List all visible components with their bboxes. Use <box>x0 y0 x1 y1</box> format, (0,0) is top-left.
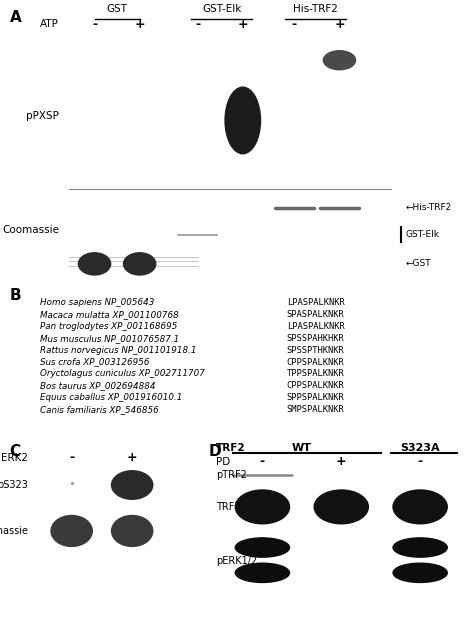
Text: Rattus norvegicus NP_001101918.1: Rattus norvegicus NP_001101918.1 <box>40 346 197 354</box>
Text: -: - <box>418 455 423 468</box>
Ellipse shape <box>235 490 290 524</box>
Ellipse shape <box>111 515 153 547</box>
Ellipse shape <box>323 51 356 70</box>
Text: -: - <box>292 18 297 30</box>
Ellipse shape <box>51 515 92 547</box>
Text: LPASPALKNKR: LPASPALKNKR <box>287 322 345 331</box>
Text: PD: PD <box>216 456 230 467</box>
Text: ←GST: ←GST <box>405 259 431 268</box>
Text: SPPSPALKNKR: SPPSPALKNKR <box>287 393 345 403</box>
Text: Sus crofa XP_003126956: Sus crofa XP_003126956 <box>40 358 150 366</box>
Text: +: + <box>334 18 345 30</box>
Text: -: - <box>260 455 265 468</box>
Text: -: - <box>69 451 74 464</box>
Text: TPPSPALKNKR: TPPSPALKNKR <box>287 370 345 378</box>
Text: Macaca mulatta XP_001100768: Macaca mulatta XP_001100768 <box>40 310 179 319</box>
Text: +: + <box>237 18 248 30</box>
Text: +: + <box>127 451 137 464</box>
Text: Pan troglodytes XP_001168695: Pan troglodytes XP_001168695 <box>40 322 178 331</box>
Text: SMPSPALKNKR: SMPSPALKNKR <box>287 405 345 414</box>
Text: Homo sapiens NP_005643: Homo sapiens NP_005643 <box>40 298 155 307</box>
Text: ERK2: ERK2 <box>1 453 28 463</box>
Text: Oryctolagus cuniculus XP_002711707: Oryctolagus cuniculus XP_002711707 <box>40 370 205 378</box>
Text: SPSSPTHKNKR: SPSSPTHKNKR <box>287 346 345 354</box>
Text: -: - <box>92 18 97 30</box>
Text: -: - <box>195 18 200 30</box>
Text: GST-Elk: GST-Elk <box>405 230 439 239</box>
Text: Coomassie: Coomassie <box>2 225 59 235</box>
Text: ATP: ATP <box>40 19 59 29</box>
Text: LPASPALKNKR: LPASPALKNKR <box>287 298 345 307</box>
Ellipse shape <box>393 538 447 557</box>
Text: D: D <box>209 444 221 459</box>
Text: WT: WT <box>292 443 312 453</box>
Text: S323A: S323A <box>401 443 440 453</box>
Text: CPPSPALKNKR: CPPSPALKNKR <box>287 358 345 366</box>
Ellipse shape <box>235 563 290 583</box>
Text: pERK1/2: pERK1/2 <box>216 556 257 566</box>
Text: SPASPALKNKR: SPASPALKNKR <box>287 310 345 319</box>
Ellipse shape <box>124 253 156 275</box>
Text: Mus musculus NP_001076587.1: Mus musculus NP_001076587.1 <box>40 333 180 343</box>
Text: Coomassie: Coomassie <box>0 526 28 536</box>
Text: GST: GST <box>107 4 128 14</box>
Ellipse shape <box>78 253 110 275</box>
Text: pTRF2: pTRF2 <box>216 470 246 479</box>
Ellipse shape <box>235 538 290 557</box>
Text: GST-Elk: GST-Elk <box>202 4 242 14</box>
Ellipse shape <box>393 563 447 583</box>
Text: SPSSPAHKHKR: SPSSPAHKHKR <box>287 333 345 343</box>
Ellipse shape <box>393 490 447 524</box>
Text: B: B <box>9 288 21 304</box>
Ellipse shape <box>111 470 153 500</box>
Text: His-TRF2: His-TRF2 <box>293 4 338 14</box>
Text: A: A <box>9 10 21 25</box>
Text: Equus caballus XP_001916010.1: Equus caballus XP_001916010.1 <box>40 393 182 403</box>
Ellipse shape <box>225 87 261 154</box>
Text: Canis familiaris XP_546856: Canis familiaris XP_546856 <box>40 405 159 414</box>
Text: Bos taurus XP_002694884: Bos taurus XP_002694884 <box>40 382 156 391</box>
Text: TRF2: TRF2 <box>216 502 240 512</box>
Text: TRF2: TRF2 <box>216 443 246 453</box>
Text: CPPSPALKNKR: CPPSPALKNKR <box>287 382 345 391</box>
Text: +: + <box>336 455 346 468</box>
Ellipse shape <box>314 490 368 524</box>
Text: +: + <box>134 18 145 30</box>
Text: C: C <box>9 444 20 459</box>
Text: ←His-TRF2: ←His-TRF2 <box>405 204 452 212</box>
Text: pS323: pS323 <box>0 480 28 490</box>
Text: pPXSP: pPXSP <box>27 111 59 120</box>
